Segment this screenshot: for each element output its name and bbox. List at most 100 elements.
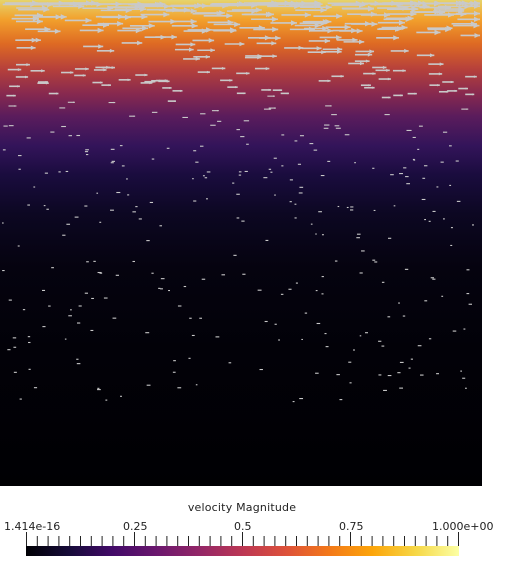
- velocity-arrow: [226, 8, 258, 14]
- velocity-arrow: [118, 78, 131, 82]
- velocity-arrow: [256, 41, 277, 46]
- velocity-arrow: [377, 20, 405, 26]
- velocity-arrow: [172, 89, 183, 92]
- velocity-arrow: [299, 20, 327, 27]
- velocity-arrow: [211, 109, 219, 112]
- velocity-arrow: [310, 28, 334, 34]
- velocity-arrow: [381, 24, 408, 31]
- velocity-arrow: [183, 28, 208, 34]
- colorbar-title: velocity Magnitude: [187, 501, 297, 514]
- velocity-arrow: [447, 89, 458, 93]
- velocity-arrow: [114, 6, 147, 12]
- velocity-arrow: [183, 57, 200, 61]
- velocity-arrow: [192, 38, 215, 43]
- velocity-arrow: [15, 18, 43, 25]
- velocity-arrow: [378, 77, 391, 81]
- velocity-arrow: [427, 25, 453, 31]
- velocity-arrow: [170, 18, 197, 25]
- velocity-arrow: [14, 12, 44, 19]
- velocity-arrow: [424, 12, 454, 18]
- velocity-arrow: [465, 93, 475, 96]
- velocity-arrow: [307, 50, 326, 55]
- velocity-arrow: [61, 71, 74, 74]
- velocity-arrow: [414, 9, 446, 15]
- velocity-arrow: [92, 81, 103, 84]
- velocity-arrow: [331, 74, 344, 78]
- velocity-arrow: [343, 39, 365, 45]
- velocity-arrow: [82, 22, 109, 28]
- velocity-arrow: [375, 68, 390, 72]
- tick-label-max: 1.000e+00: [432, 520, 494, 533]
- velocity-arrow: [387, 11, 417, 17]
- velocity-arrow: [428, 72, 443, 76]
- velocity-arrow: [465, 75, 477, 78]
- velocity-arrow: [251, 16, 278, 22]
- velocity-arrow: [15, 63, 30, 67]
- velocity-arrow: [267, 95, 275, 98]
- velocity-arrow: [31, 0, 65, 6]
- velocity-arrow: [244, 11, 274, 18]
- velocity-arrow: [354, 59, 370, 63]
- velocity-arrow: [376, 35, 399, 41]
- velocity-arrow: [25, 26, 51, 32]
- velocity-arrow: [64, 17, 92, 24]
- velocity-arrow: [348, 61, 364, 66]
- velocity-arrow: [239, 25, 265, 31]
- velocity-arrow: [223, 2, 258, 9]
- velocity-arrow: [407, 1, 440, 7]
- velocity-arrow: [122, 25, 148, 32]
- velocity-arrow: [416, 29, 441, 36]
- velocity-arrow: [108, 101, 116, 104]
- velocity-arrow: [68, 1, 103, 8]
- velocity-arrow: [354, 52, 373, 57]
- velocity-arrow: [429, 84, 440, 87]
- velocity-arrow: [308, 38, 331, 44]
- velocity-arrow: [363, 72, 376, 76]
- velocity-arrow: [360, 84, 371, 87]
- velocity-arrow: [355, 49, 375, 54]
- velocity-arrow: [74, 67, 89, 71]
- velocity-arrow: [170, 2, 203, 9]
- velocity-arrow: [263, 108, 272, 110]
- velocity-arrow: [341, 5, 374, 12]
- tick-label-0.25: 0.25: [123, 520, 148, 533]
- velocity-arrow: [270, 20, 297, 26]
- velocity-arrow: [155, 79, 168, 82]
- velocity-arrow: [442, 80, 454, 84]
- velocity-arrow: [407, 92, 417, 95]
- velocity-arrow: [397, 3, 430, 10]
- velocity-arrow: [383, 16, 412, 22]
- velocity-arrow: [453, 22, 480, 29]
- velocity-arrow: [162, 86, 172, 89]
- velocity-arrow: [197, 70, 210, 74]
- velocity-arrow: [175, 42, 196, 47]
- velocity-arrow: [347, 11, 377, 17]
- velocity-arrow: [281, 12, 311, 18]
- velocity-arrow: [254, 66, 270, 71]
- tick-label-min: 1.414e-16: [4, 520, 61, 533]
- velocity-arrow: [83, 44, 104, 49]
- velocity-arrow: [15, 75, 29, 79]
- velocity-arrow: [135, 73, 148, 77]
- velocity-arrow: [167, 100, 176, 103]
- velocity-arrow: [272, 89, 283, 92]
- velocity-arrow: [96, 48, 115, 53]
- velocity-arrow: [171, 23, 198, 29]
- velocity-arrow: [318, 79, 331, 83]
- velocity-arrow: [428, 62, 444, 66]
- velocity-arrow: [18, 6, 50, 13]
- velocity-arrow: [393, 94, 403, 97]
- velocity-arrow: [93, 68, 107, 72]
- velocity-arrow: [284, 45, 304, 51]
- velocity-arrow: [268, 107, 276, 109]
- velocity-arrow: [16, 45, 36, 50]
- velocity-arrow: [144, 80, 156, 83]
- velocity-arrow: [381, 96, 391, 99]
- velocity-field-view[interactable]: [0, 0, 482, 486]
- velocity-arrow: [322, 47, 343, 52]
- velocity-arrow: [325, 24, 351, 30]
- velocity-arrow: [392, 69, 406, 73]
- velocity-arrow: [97, 20, 124, 27]
- velocity-arrow: [140, 11, 170, 18]
- velocity-arrow: [121, 40, 143, 46]
